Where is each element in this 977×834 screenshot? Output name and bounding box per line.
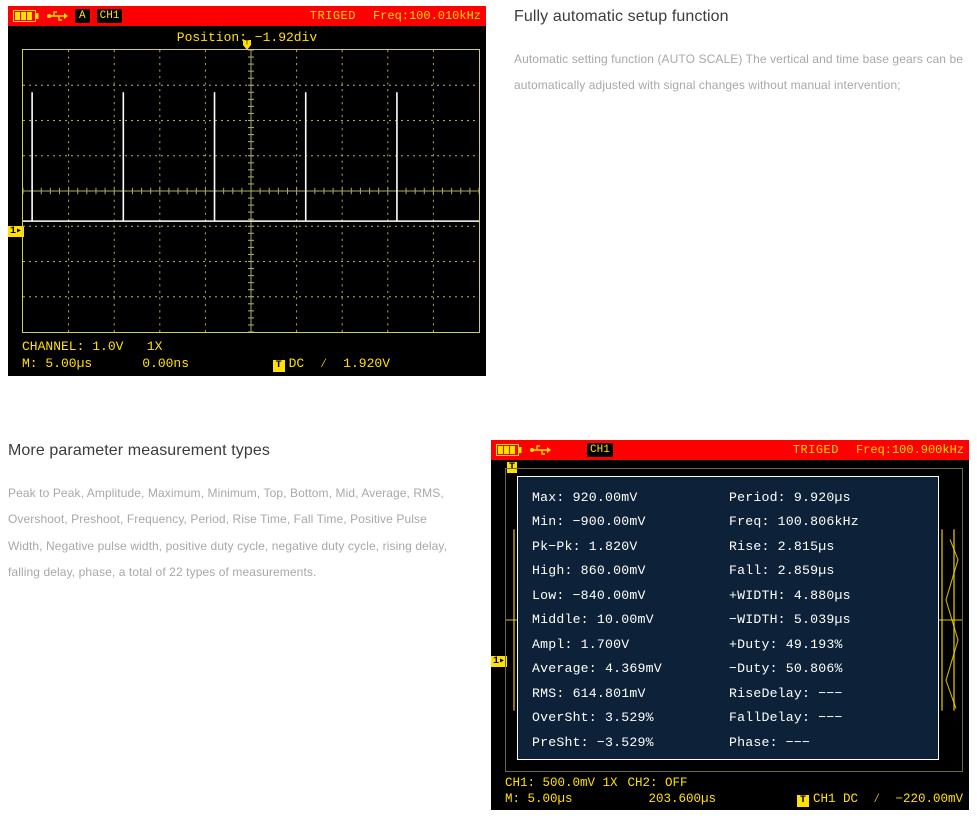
measurement-value: −WIDTH: 5.039µs <box>729 613 926 626</box>
measurement-value: Low: −840.00mV <box>532 589 729 602</box>
measurement-value: Phase: −−− <box>729 736 926 749</box>
trigger-coupling: DC ⁄ 1.920V <box>289 356 390 371</box>
scope-footer: CH1: 500.0mV 1X CH2: OFF M: 5.00µs 203.6… <box>505 775 963 807</box>
scope-top-bar: A CH1 TRIGED Freq:100.010kHz <box>8 6 486 26</box>
battery-icon <box>13 10 39 22</box>
ch1-settings: CH1: 500.0mV 1X <box>505 775 618 791</box>
scope-display: T 1▸ Max: 920.00mVMin: −900.00mVPk−Pk: 1… <box>491 460 969 810</box>
section-auto-setup-text: Fully automatic setup function Automatic… <box>514 6 969 376</box>
measurement-value: Average: 4.369mV <box>532 662 729 675</box>
measurement-value: High: 860.00mV <box>532 564 729 577</box>
section-paragraph: Peak to Peak, Amplitude, Maximum, Minimu… <box>8 480 463 586</box>
scope-measurements: CH1 TRIGED Freq:100.900kHz T 1▸ Max: 920… <box>491 440 969 810</box>
trigger-T-icon: T <box>797 795 809 807</box>
waveform-grid <box>22 49 480 333</box>
bar-channel: CH1 <box>587 443 613 457</box>
trigger-T-icon: T <box>273 360 285 372</box>
timebase-readout: M: 5.00µs <box>22 355 92 372</box>
measurement-value: Min: −900.00mV <box>532 515 729 528</box>
section-heading: Fully automatic setup function <box>514 8 969 26</box>
measurement-value: +Duty: 49.193% <box>729 638 926 651</box>
measurement-value: Middle: 10.00mV <box>532 613 729 626</box>
usb-icon <box>529 444 551 456</box>
timebase-readout: M: 5.00µs <box>505 791 573 807</box>
measurement-value: Freq: 100.806kHz <box>729 515 926 528</box>
measurement-value: FallDelay: −−− <box>729 711 926 724</box>
battery-icon <box>496 444 522 456</box>
measurement-value: RiseDelay: −−− <box>729 687 926 700</box>
measurement-column-right: Period: 9.920µs Freq: 100.806kHz Rise: 2.8… <box>729 491 926 749</box>
section-heading: More parameter measurement types <box>8 442 463 460</box>
delay-readout: 203.600µs <box>649 791 717 807</box>
measurement-value: RMS: 614.801mV <box>532 687 729 700</box>
channel-settings: CHANNEL: 1.0V 1X <box>22 338 162 355</box>
scope-footer: CHANNEL: 1.0V 1X M: 5.00µs 0.00ns T DC ⁄ … <box>22 338 480 372</box>
bar-freq: Freq:100.010kHz <box>373 9 481 23</box>
measurement-panel: Max: 920.00mV Min: −900.00mV Pk−Pk: 1.820V… <box>517 476 939 760</box>
bar-mode-a: A <box>75 9 90 23</box>
bar-channel: CH1 <box>97 9 123 23</box>
measurement-column-left: Max: 920.00mV Min: −900.00mV Pk−Pk: 1.820V… <box>532 491 729 749</box>
measurement-value: Pk−Pk: 1.820V <box>532 540 729 553</box>
usb-icon <box>46 10 68 22</box>
measurement-value: +WIDTH: 4.880µs <box>729 589 926 602</box>
measurement-value: Max: 920.00mV <box>532 491 729 504</box>
measurement-value: Period: 9.920µs <box>729 491 926 504</box>
measurement-value: OverSht: 3.529% <box>532 711 729 724</box>
section-paragraph: Automatic setting function (AUTO SCALE) … <box>514 46 969 99</box>
section-measurements-text: More parameter measurement types Peak to… <box>8 440 463 810</box>
ch2-settings: CH2: OFF <box>628 775 688 791</box>
delay-readout: 0.00ns <box>142 355 189 372</box>
measurement-value: Ampl: 1.700V <box>532 638 729 651</box>
bar-trig-status: TRIGED <box>793 443 839 457</box>
bar-freq: Freq:100.900kHz <box>856 443 964 457</box>
scope-auto-setup: A CH1 TRIGED Freq:100.010kHz T Position:… <box>8 6 486 376</box>
scope-display: T Position: −1.92div 1▸ CHANNEL: 1.0V 1X… <box>8 26 486 376</box>
scope-top-bar: CH1 TRIGED Freq:100.900kHz <box>491 440 969 460</box>
position-readout: Position: −1.92div <box>8 30 486 45</box>
measurement-value: PreSht: −3.529% <box>532 736 729 749</box>
trigger-coupling: CH1 DC ⁄ −220.00mV <box>813 792 963 806</box>
bar-trig-status: TRIGED <box>310 9 356 23</box>
measurement-value: −Duty: 50.806% <box>729 662 926 675</box>
measurement-value: Fall: 2.859µs <box>729 564 926 577</box>
measurement-value: Rise: 2.815µs <box>729 540 926 553</box>
